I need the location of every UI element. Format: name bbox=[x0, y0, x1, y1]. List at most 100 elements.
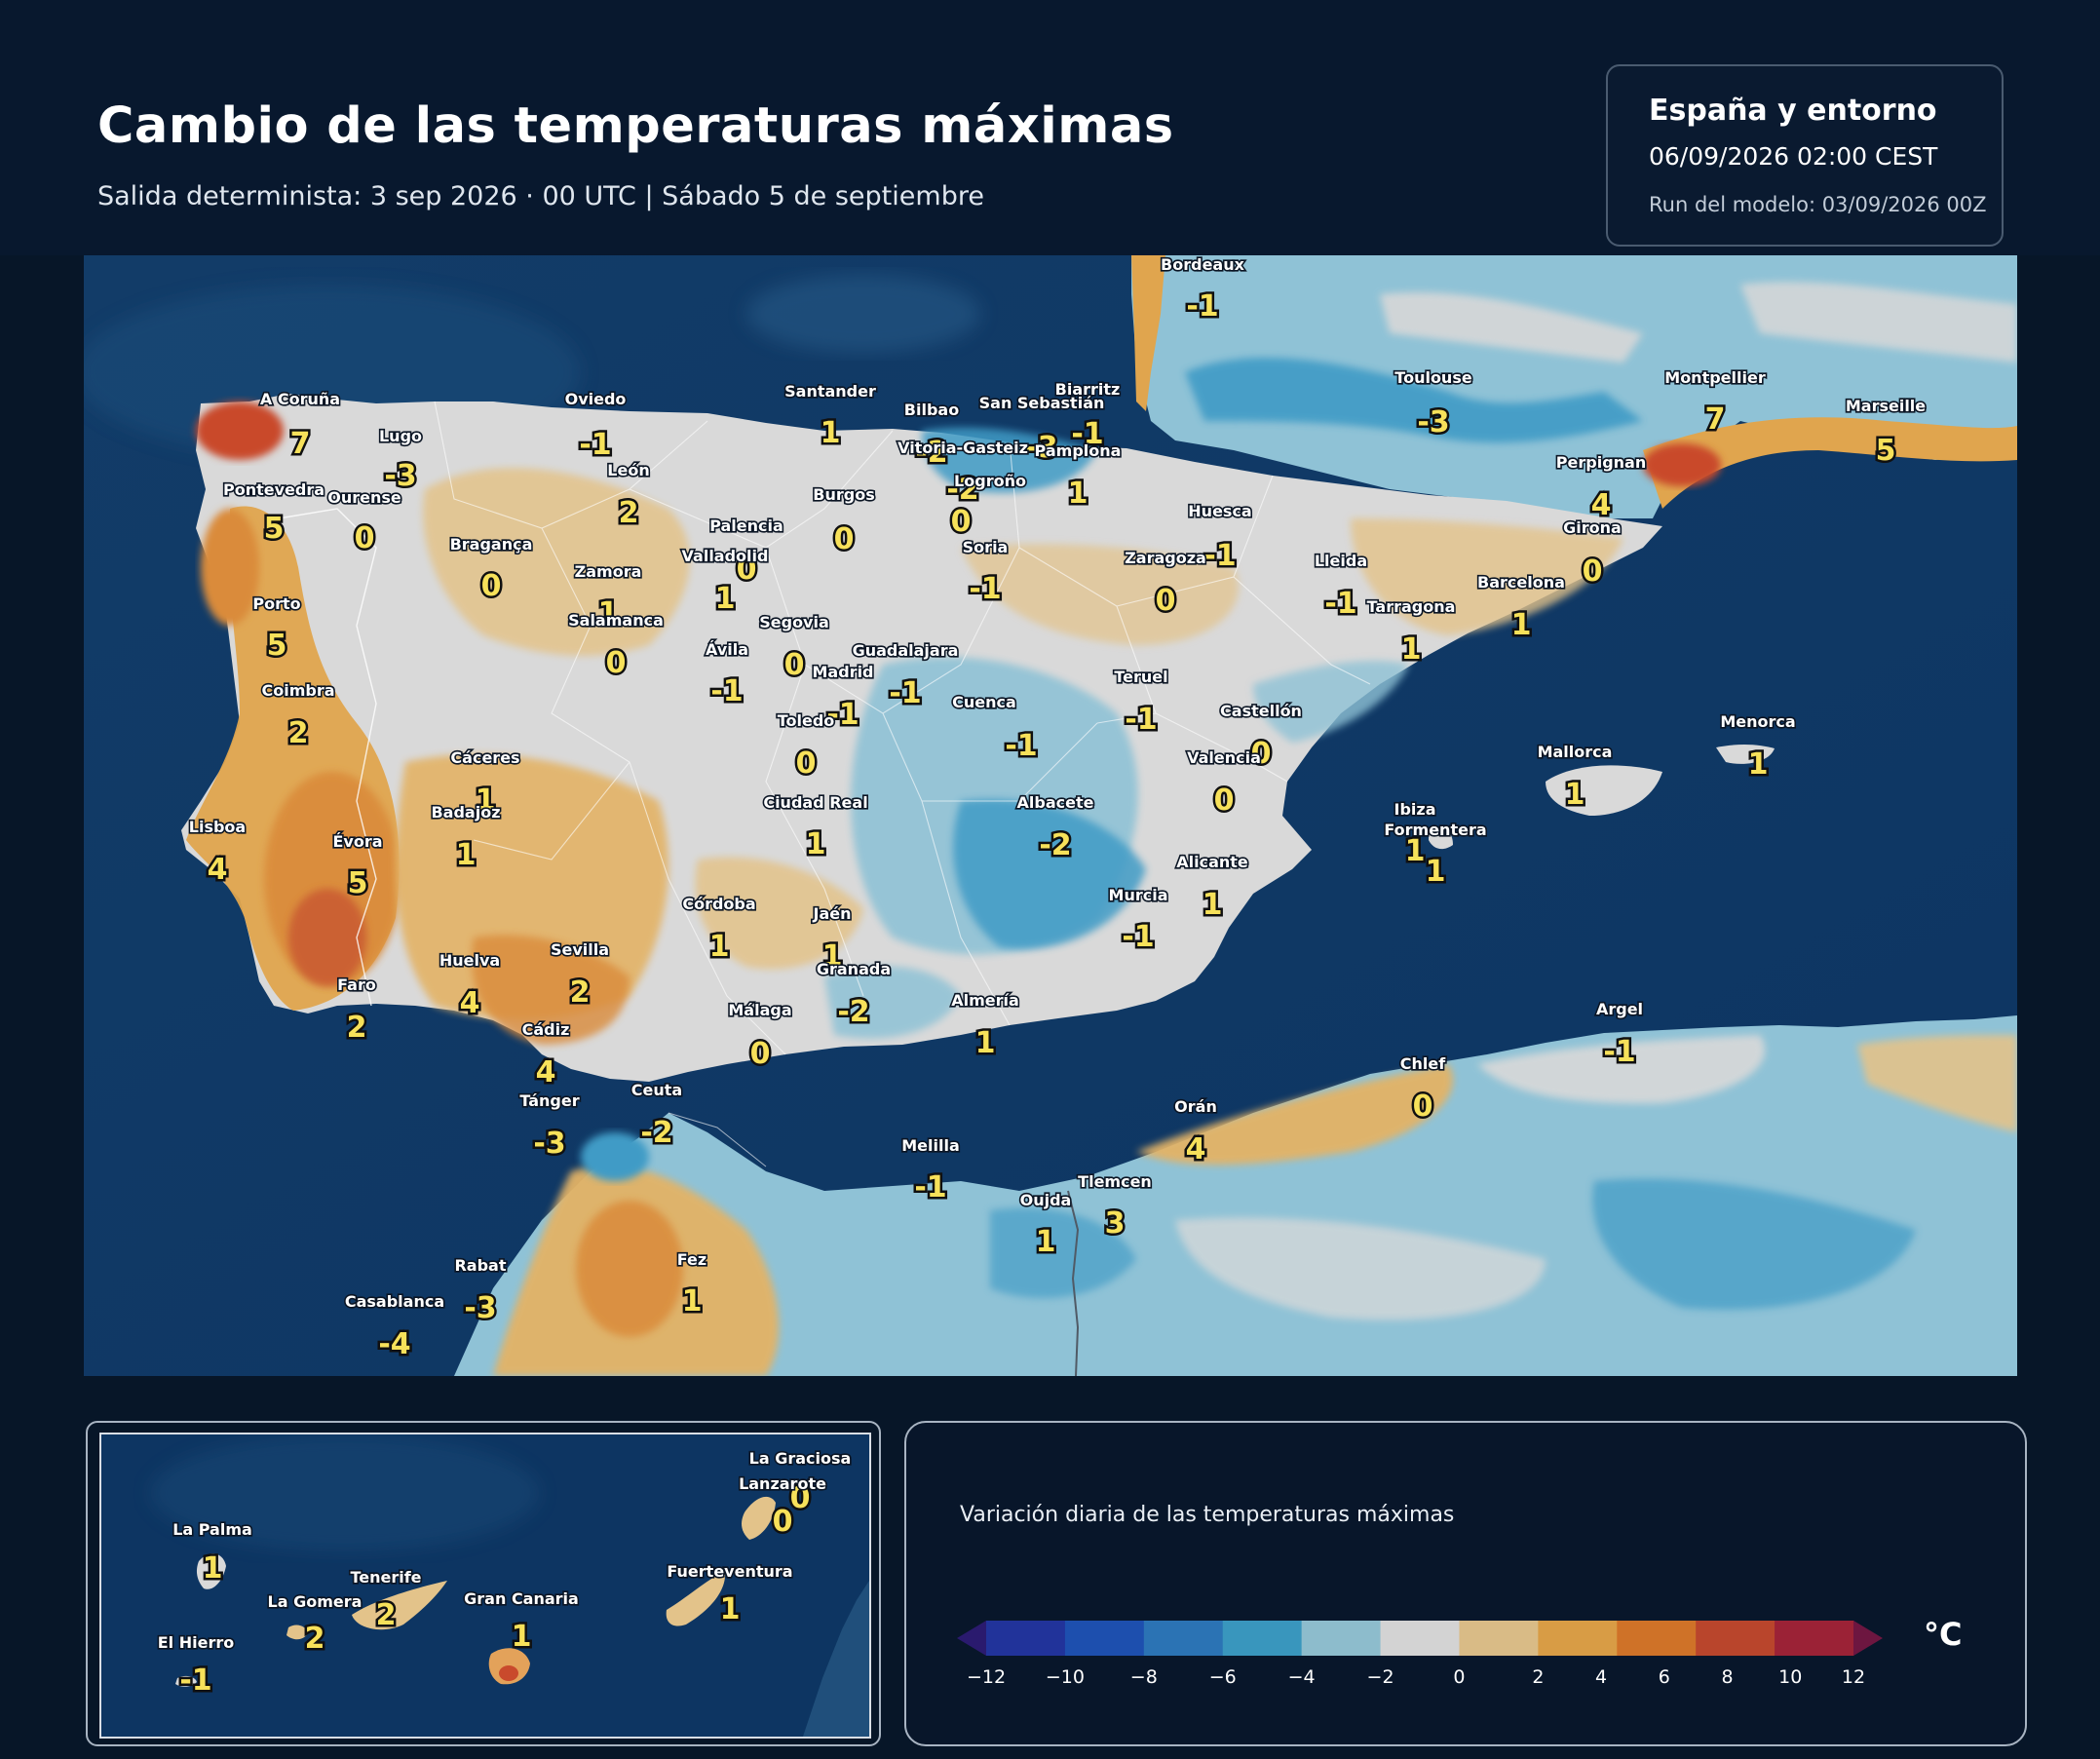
colorbar-segment bbox=[1301, 1621, 1382, 1656]
header: Cambio de las temperaturas máximas Salid… bbox=[0, 0, 2100, 255]
city-value: -1 bbox=[826, 698, 859, 732]
island-label: La Graciosa bbox=[749, 1449, 852, 1468]
city-label: Toulouse bbox=[1394, 368, 1472, 387]
city-value: 0 bbox=[951, 505, 972, 539]
city-label: Cuenca bbox=[952, 693, 1016, 711]
city-value: 1 bbox=[1405, 834, 1426, 868]
colorbar-segment bbox=[1853, 1621, 1883, 1656]
city-label: Fez bbox=[677, 1250, 706, 1269]
city-value: -2 bbox=[837, 995, 869, 1029]
city-value: 2 bbox=[619, 496, 639, 530]
city-label: Teruel bbox=[1114, 668, 1167, 686]
inset-labels: La Graciosa 0 Lanzarote 0 La Palma 1 Ten… bbox=[156, 1447, 853, 1700]
island-label: Tenerife bbox=[350, 1568, 421, 1587]
city-value: 5 bbox=[264, 512, 285, 546]
island-value: 0 bbox=[790, 1481, 811, 1515]
canary-islands-inset: La Graciosa 0 Lanzarote 0 La Palma 1 Ten… bbox=[86, 1421, 881, 1746]
page-title: Cambio de las temperaturas máximas bbox=[97, 97, 1174, 155]
city-value: 4 bbox=[460, 986, 480, 1020]
city-label: Formentera bbox=[1384, 821, 1486, 839]
city-label: Perpignan bbox=[1556, 453, 1646, 472]
colorbar-tick-label: −8 bbox=[1130, 1666, 1158, 1688]
city-value: -2 bbox=[946, 473, 978, 507]
city-value: 1 bbox=[821, 416, 841, 450]
city-value: 5 bbox=[1876, 434, 1896, 468]
colorbar-tick-label: 0 bbox=[1453, 1666, 1465, 1688]
city-label: A Coruña bbox=[260, 390, 340, 408]
city-label: Sevilla bbox=[551, 940, 609, 959]
city-value: 0 bbox=[1251, 737, 1272, 771]
city-value: 1 bbox=[682, 1284, 703, 1319]
island-value: 1 bbox=[512, 1620, 532, 1654]
city-value: 1 bbox=[456, 838, 477, 872]
city-value: -2 bbox=[1039, 828, 1071, 862]
city-value: -1 bbox=[1122, 920, 1154, 954]
city-label: Coimbra bbox=[261, 681, 334, 700]
city-value: 1 bbox=[1565, 778, 1585, 812]
city-label: Tarragona bbox=[1367, 597, 1456, 616]
city-value: 1 bbox=[1203, 888, 1223, 922]
city-value: -4 bbox=[378, 1327, 410, 1361]
city-label: Toledo bbox=[778, 711, 835, 730]
la-palma-island bbox=[196, 1553, 226, 1589]
colorbar-tick-label: 2 bbox=[1532, 1666, 1544, 1688]
city-value: -1 bbox=[1071, 417, 1103, 451]
city-value: 1 bbox=[1426, 855, 1446, 889]
city-label: Melilla bbox=[901, 1136, 960, 1155]
city-label: Pontevedra bbox=[223, 480, 325, 499]
island-value: -1 bbox=[179, 1663, 211, 1698]
colorbar-tick-label: 6 bbox=[1659, 1666, 1670, 1688]
city-value: 1 bbox=[822, 939, 843, 974]
city-label: Menorca bbox=[1720, 712, 1795, 731]
main-map[interactable]: Bordeaux -1 A Coruña 7 Lugo -3 Oviedo -1… bbox=[84, 255, 2017, 1376]
city-label: Guadalajara bbox=[853, 641, 959, 660]
city-label: Madrid bbox=[813, 663, 874, 681]
city-value: 0 bbox=[1413, 1090, 1433, 1124]
city-value: -1 bbox=[889, 676, 921, 710]
colorbar-segment bbox=[1696, 1621, 1775, 1656]
city-label: Mallorca bbox=[1538, 743, 1613, 761]
city-label: Soria bbox=[963, 538, 1009, 556]
city-label: Barcelona bbox=[1477, 573, 1565, 592]
colorbar-segment bbox=[1064, 1621, 1145, 1656]
city-label: Ceuta bbox=[631, 1081, 682, 1099]
lanzarote-island bbox=[742, 1496, 776, 1540]
city-label: Huelva bbox=[439, 951, 500, 970]
colorbar-tick-label: −2 bbox=[1367, 1666, 1394, 1688]
city-label: Lisboa bbox=[189, 818, 246, 836]
city-label: Santander bbox=[784, 382, 876, 401]
city-label: Logroño bbox=[954, 472, 1026, 490]
city-value: 0 bbox=[1583, 554, 1603, 589]
city-label: Bragança bbox=[450, 535, 533, 554]
city-value: 2 bbox=[347, 1011, 367, 1045]
city-value: 1 bbox=[709, 930, 730, 964]
city-value: 1 bbox=[1068, 477, 1088, 511]
city-value: -1 bbox=[1203, 539, 1236, 573]
city-label: Chlef bbox=[1400, 1054, 1446, 1073]
city-value: -1 bbox=[579, 428, 611, 462]
city-value: -3 bbox=[384, 459, 416, 493]
canary-islands-map[interactable]: La Graciosa 0 Lanzarote 0 La Palma 1 Ten… bbox=[101, 1434, 869, 1737]
city-value: 7 bbox=[290, 427, 311, 461]
city-label: Segovia bbox=[759, 613, 829, 631]
info-box: España y entorno 06/09/2026 02:00 CEST R… bbox=[1606, 64, 2004, 247]
city-value: 1 bbox=[1511, 608, 1532, 642]
colorbar-tick-label: −4 bbox=[1288, 1666, 1316, 1688]
page-subtitle: Salida determinista: 3 sep 2026 · 00 UTC… bbox=[97, 181, 984, 211]
colorbar-segment bbox=[1143, 1621, 1224, 1656]
city-label: Ávila bbox=[706, 640, 748, 659]
north-africa-land bbox=[454, 1015, 2017, 1376]
city-label: Burgos bbox=[813, 485, 874, 504]
city-value: -1 bbox=[969, 572, 1001, 606]
city-value: -3 bbox=[1025, 431, 1057, 465]
colorbar-tick-label: −12 bbox=[967, 1666, 1006, 1688]
colorbar-segment bbox=[1538, 1621, 1618, 1656]
colorbar-segment bbox=[1617, 1621, 1697, 1656]
island-label: La Palma bbox=[172, 1520, 252, 1539]
island-label: Gran Canaria bbox=[464, 1589, 579, 1608]
inset-frame: La Graciosa 0 Lanzarote 0 La Palma 1 Ten… bbox=[99, 1433, 871, 1739]
city-value: 4 bbox=[1591, 488, 1612, 522]
city-label: Biarritz bbox=[1055, 380, 1121, 399]
city-value: -1 bbox=[914, 1170, 946, 1205]
city-label: León bbox=[607, 461, 649, 479]
